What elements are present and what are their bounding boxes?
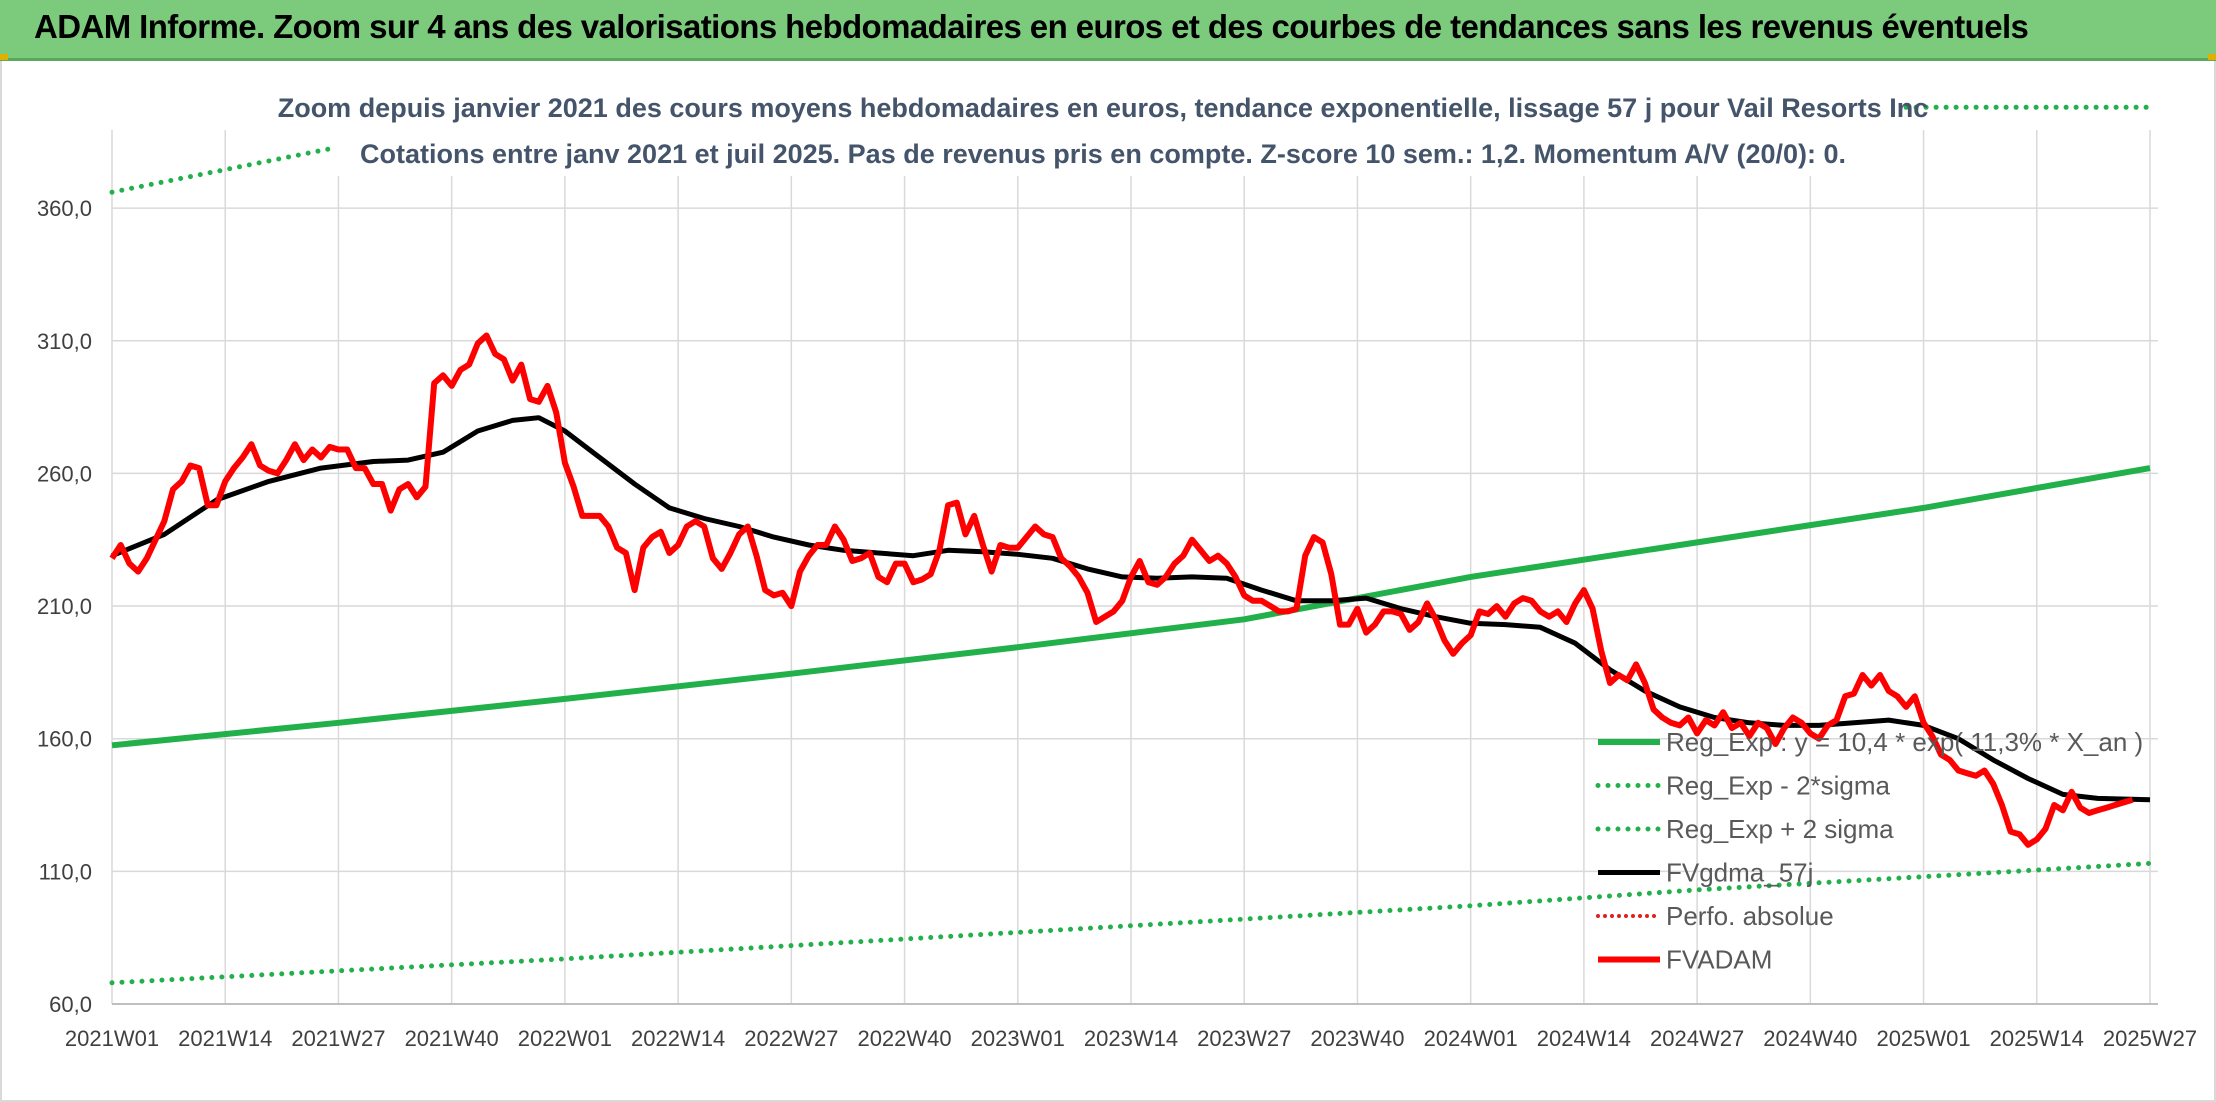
report-banner: ADAM Informe. Zoom sur 4 ans des valoris…	[0, 0, 2216, 61]
x-tick-label: 2025W27	[2103, 1026, 2197, 1051]
x-tick-label: 2025W14	[1990, 1026, 2084, 1051]
legend-label: Reg_Exp : y = 10,4 * exp( 11,3% * X_an )	[1666, 727, 2143, 757]
y-tick-label: 60,0	[49, 992, 92, 1017]
legend-label: FVADAM	[1666, 945, 1772, 975]
x-tick-label: 2024W27	[1650, 1026, 1744, 1051]
y-tick-label: 210,0	[37, 594, 92, 619]
legend: Reg_Exp : y = 10,4 * exp( 11,3% * X_an )…	[1595, 727, 2143, 975]
x-tick-label: 2021W01	[65, 1026, 159, 1051]
series-line-reg-exp-2-sigma	[109, 860, 2153, 986]
chart-title: Zoom depuis janvier 2021 des cours moyen…	[278, 93, 1929, 123]
x-tick-label: 2022W40	[857, 1026, 951, 1051]
y-tick-label: 310,0	[37, 329, 92, 354]
x-tick-label: 2022W27	[744, 1026, 838, 1051]
x-tick-label: 2021W40	[405, 1026, 499, 1051]
series-line-reg-exp-y-10-4-exp-11-3-x-an	[111, 465, 2151, 749]
y-tick-label: 360,0	[37, 196, 92, 221]
banner-title: ADAM Informe. Zoom sur 4 ans des valoris…	[34, 8, 2029, 45]
x-tick-label: 2024W14	[1537, 1026, 1631, 1051]
chart-subtitle: Cotations entre janv 2021 et juil 2025. …	[360, 139, 1846, 169]
tick-layer: 60,0 110,0 160,0 210,0 260,0 310,0 360,0 2021W0…	[37, 196, 2197, 1051]
y-tick-label: 260,0	[37, 461, 92, 486]
x-tick-label: 2021W27	[291, 1026, 385, 1051]
y-tick-label: 110,0	[39, 859, 92, 884]
x-tick-label: 2021W14	[178, 1026, 272, 1051]
x-tick-label: 2023W27	[1197, 1026, 1291, 1051]
legend-label: FVgdma_57j	[1666, 858, 1813, 888]
title-background	[333, 76, 1873, 176]
x-tick-label: 2024W01	[1424, 1026, 1518, 1051]
x-tick-label: 2022W01	[518, 1026, 612, 1051]
corner-mark	[2208, 54, 2216, 60]
x-tick-label: 2022W14	[631, 1026, 725, 1051]
legend-label: Reg_Exp - 2*sigma	[1666, 771, 1891, 801]
series-layer	[109, 104, 2153, 986]
y-tick-label: 160,0	[37, 727, 92, 752]
legend-label: Reg_Exp + 2 sigma	[1666, 814, 1894, 844]
x-tick-label: 2023W01	[971, 1026, 1065, 1051]
x-tick-label: 2025W01	[1876, 1026, 1970, 1051]
corner-mark	[0, 54, 8, 60]
series-line-reg-exp-2-sigma	[109, 144, 341, 195]
grid-layer	[111, 130, 2158, 1005]
legend-label: Perfo. absolue	[1666, 901, 1834, 931]
x-tick-label: 2023W40	[1310, 1026, 1404, 1051]
x-tick-label: 2024W40	[1763, 1026, 1857, 1051]
series-line-fvadam	[109, 332, 2134, 848]
x-tick-label: 2023W14	[1084, 1026, 1178, 1051]
